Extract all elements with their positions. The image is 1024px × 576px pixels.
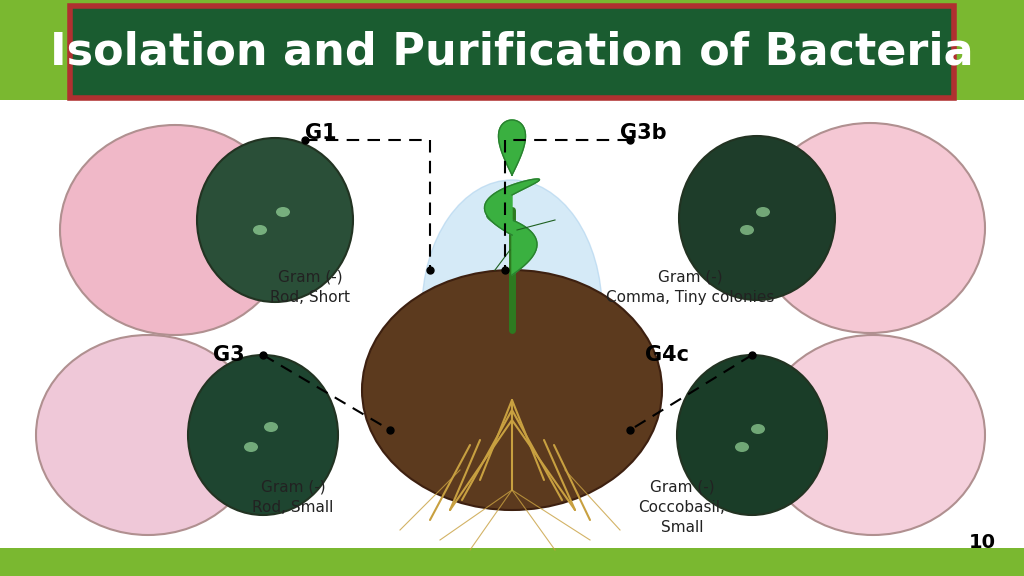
Ellipse shape (362, 270, 662, 510)
Polygon shape (484, 179, 540, 235)
Text: Gram (-)
Rod, Small: Gram (-) Rod, Small (252, 480, 334, 515)
Ellipse shape (197, 138, 353, 302)
Bar (0, 100, 1024, 548)
Ellipse shape (188, 355, 338, 515)
Bar (0, 0, 1024, 100)
Text: G4c: G4c (645, 345, 689, 365)
Text: G1: G1 (305, 123, 337, 143)
Text: Gram (-)
Coccobasil,
Small: Gram (-) Coccobasil, Small (639, 480, 725, 535)
Ellipse shape (679, 136, 835, 300)
Text: Isolation and Purification of Bacteria: Isolation and Purification of Bacteria (50, 31, 974, 74)
Ellipse shape (755, 123, 985, 333)
Text: G3b: G3b (620, 123, 667, 143)
Text: G3: G3 (213, 345, 245, 365)
Ellipse shape (735, 442, 749, 452)
Ellipse shape (761, 335, 985, 535)
Text: 10: 10 (969, 532, 996, 551)
Ellipse shape (751, 424, 765, 434)
Polygon shape (499, 120, 525, 175)
Ellipse shape (60, 125, 290, 335)
Text: Gram (-)
Rod, Short: Gram (-) Rod, Short (270, 270, 350, 305)
Ellipse shape (264, 422, 278, 432)
Ellipse shape (253, 225, 267, 235)
Ellipse shape (276, 207, 290, 217)
FancyBboxPatch shape (70, 6, 954, 98)
Bar (0, 548, 1024, 576)
Ellipse shape (740, 225, 754, 235)
Ellipse shape (36, 335, 260, 535)
Ellipse shape (422, 180, 602, 440)
Ellipse shape (244, 442, 258, 452)
Polygon shape (487, 215, 537, 275)
Ellipse shape (677, 355, 827, 515)
Text: Gram (-)
Comma, Tiny colonies: Gram (-) Comma, Tiny colonies (606, 270, 774, 305)
Ellipse shape (756, 207, 770, 217)
